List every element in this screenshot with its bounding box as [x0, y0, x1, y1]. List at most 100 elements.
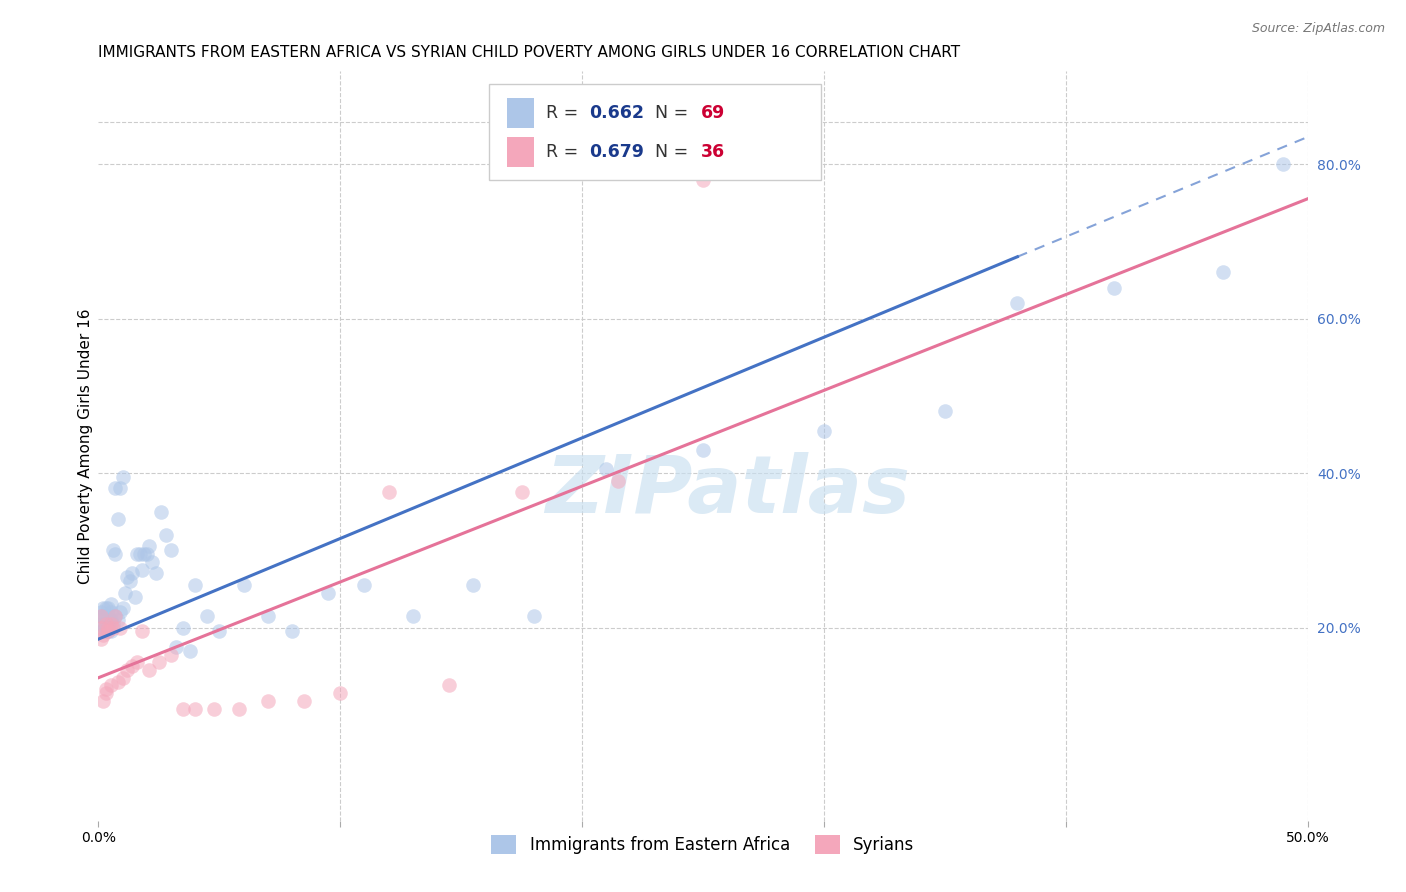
- Point: [104, 609, 127, 624]
- Point: [150, 505, 173, 519]
- Point: [155, 528, 177, 542]
- Point: [111, 601, 134, 615]
- Point: [124, 590, 146, 604]
- Point: [91, 628, 114, 642]
- Point: [172, 701, 194, 715]
- Point: [117, 663, 139, 677]
- Point: [97, 621, 120, 635]
- Point: [117, 570, 139, 584]
- Point: [138, 540, 160, 554]
- Point: [97, 616, 120, 631]
- Point: [165, 640, 187, 654]
- Point: [107, 674, 129, 689]
- Y-axis label: Child Poverty Among Girls Under 16: Child Poverty Among Girls Under 16: [77, 309, 93, 583]
- Text: R =: R =: [546, 103, 583, 121]
- Point: [104, 547, 127, 561]
- Point: [100, 624, 122, 639]
- Point: [94, 616, 117, 631]
- Point: [813, 424, 835, 438]
- Point: [94, 609, 117, 624]
- Point: [1007, 296, 1029, 310]
- Point: [97, 609, 120, 624]
- Text: 36: 36: [700, 143, 724, 161]
- Legend: Immigrants from Eastern Africa, Syrians: Immigrants from Eastern Africa, Syrians: [485, 829, 921, 861]
- Point: [94, 601, 117, 615]
- Point: [184, 578, 207, 592]
- Point: [141, 555, 163, 569]
- Point: [97, 624, 120, 639]
- Point: [101, 621, 124, 635]
- Point: [160, 648, 183, 662]
- Point: [90, 609, 112, 624]
- Point: [90, 632, 112, 646]
- Point: [1102, 280, 1125, 294]
- Point: [184, 701, 207, 715]
- Point: [121, 566, 143, 581]
- Point: [121, 659, 143, 673]
- Point: [91, 624, 114, 639]
- Text: N =: N =: [655, 103, 693, 121]
- Point: [91, 609, 114, 624]
- Point: [353, 578, 375, 592]
- Point: [108, 482, 131, 496]
- Point: [934, 404, 956, 418]
- Point: [148, 655, 170, 669]
- Point: [91, 616, 114, 631]
- Point: [131, 624, 153, 639]
- Point: [108, 605, 131, 619]
- Point: [90, 621, 112, 635]
- Text: ZIPatlas: ZIPatlas: [544, 452, 910, 530]
- Point: [607, 474, 630, 488]
- Point: [97, 624, 120, 639]
- Point: [195, 609, 218, 624]
- Point: [316, 586, 339, 600]
- Point: [329, 686, 352, 700]
- Point: [94, 682, 117, 697]
- Point: [100, 605, 122, 619]
- Point: [172, 621, 194, 635]
- Point: [179, 643, 201, 657]
- Point: [97, 601, 120, 615]
- Point: [377, 485, 399, 500]
- Point: [281, 624, 304, 639]
- Point: [228, 701, 250, 715]
- Text: Source: ZipAtlas.com: Source: ZipAtlas.com: [1251, 22, 1385, 36]
- Point: [208, 624, 231, 639]
- Point: [692, 172, 714, 186]
- Text: 0.679: 0.679: [589, 143, 644, 161]
- Point: [256, 694, 278, 708]
- FancyBboxPatch shape: [489, 84, 821, 180]
- Point: [402, 609, 425, 624]
- Point: [111, 671, 134, 685]
- Point: [94, 616, 117, 631]
- Point: [90, 609, 112, 624]
- Point: [692, 442, 714, 457]
- Point: [90, 616, 112, 631]
- Point: [114, 586, 136, 600]
- Point: [128, 547, 150, 561]
- Point: [145, 566, 167, 581]
- Point: [292, 694, 315, 708]
- Point: [437, 678, 460, 692]
- Point: [94, 686, 117, 700]
- Point: [127, 547, 149, 561]
- Text: N =: N =: [655, 143, 693, 161]
- Point: [204, 701, 226, 715]
- Point: [138, 663, 160, 677]
- Point: [256, 609, 278, 624]
- Point: [91, 601, 114, 615]
- Point: [134, 547, 156, 561]
- Bar: [508, 97, 534, 128]
- Text: IMMIGRANTS FROM EASTERN AFRICA VS SYRIAN CHILD POVERTY AMONG GIRLS UNDER 16 CORR: IMMIGRANTS FROM EASTERN AFRICA VS SYRIAN…: [98, 45, 960, 61]
- Point: [232, 578, 254, 592]
- Point: [111, 470, 134, 484]
- Text: R =: R =: [546, 143, 583, 161]
- Point: [1272, 157, 1295, 171]
- Point: [108, 621, 131, 635]
- Point: [510, 485, 533, 500]
- Point: [94, 624, 117, 639]
- Point: [104, 609, 127, 624]
- Point: [523, 609, 546, 624]
- Point: [595, 462, 617, 476]
- Point: [100, 678, 122, 692]
